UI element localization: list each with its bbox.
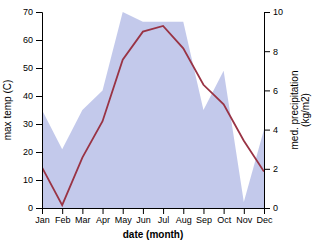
tick: 8 [264,47,278,57]
tick-mark [264,208,270,209]
tick-label: May [115,215,133,225]
tick-label: 70 [23,7,33,17]
y2-axis-title: med. precipitation(kg/m2) [289,71,312,150]
marks [42,12,264,208]
tick-mark [36,208,42,209]
tick-label: 4 [273,125,278,135]
chart-svg: JanFebMarAprMayJunJulAugSepOctNovDec0102… [0,0,318,244]
plot: JanFebMarAprMayJunJulAugSepOctNovDec0102… [23,7,283,225]
tick-mark [36,68,42,69]
tick-label: Dec [256,215,273,225]
tick-label: 10 [23,175,33,185]
tick-label: 0 [273,203,278,213]
axis-line [265,13,271,209]
tick-mark [264,12,270,13]
tick: Nov [236,208,253,225]
tick-mark [264,90,270,91]
tick-label: Mar [75,215,91,225]
tick: 2 [264,164,278,174]
tick: May [115,208,133,225]
tick-label: 20 [23,147,33,157]
y-axis: 0 10 20 30 40 50 60 70 [23,7,43,213]
tick-label: Jan [35,215,50,225]
tick-label: 60 [23,35,33,45]
tick: Oct [217,208,232,225]
tick: 10 [23,175,42,185]
y-axis-title: max temp (C) [2,80,13,141]
tick: Dec [256,208,273,225]
tick-mark [183,208,184,214]
tick-label: 50 [23,63,33,73]
tick: Aug [176,208,192,225]
tick-mark [264,130,270,131]
tick-mark [103,208,104,214]
x-axis: Jan Feb Mar Apr MayJun Jul Aug Sep Oct NovDec [35,208,273,225]
tick-mark [123,208,124,214]
tick: Jan [35,208,50,225]
tick: Mar [75,208,91,225]
tick: Apr [96,208,110,225]
tick: 6 [264,86,278,96]
tick: 60 [23,35,42,45]
tick: Feb [55,208,71,225]
tick-label: 40 [23,91,33,101]
tick-mark [163,208,164,214]
tick-label: Oct [217,215,232,225]
tick: Jun [136,208,151,225]
tick: Jul [158,208,170,225]
tick: 50 [23,63,42,73]
tick-label: 8 [273,47,278,57]
precip-area [42,12,264,208]
tick-label: Jul [158,215,170,225]
tick-mark [36,180,42,181]
tick: 10 [264,7,283,17]
tick-label: Sep [196,215,212,225]
chart-container: JanFebMarAprMayJunJulAugSepOctNovDec0102… [0,0,318,244]
tick-mark [264,169,270,170]
tick-mark [36,96,42,97]
tick-label: Jun [136,215,151,225]
tick: 4 [264,125,278,135]
tick-mark [143,208,144,214]
y2-axis: 0 2 4 6 8 10 [264,7,283,213]
tick-mark [224,208,225,214]
tick: 30 [23,119,42,129]
tick-mark [264,51,270,52]
axis-line [36,13,43,209]
tick-label: 10 [273,7,283,17]
tick: 40 [23,91,42,101]
tick-mark [82,208,83,214]
tick-mark [36,12,42,13]
tick-mark [203,208,204,214]
tick: 70 [23,7,42,17]
tick-mark [36,152,42,153]
tick: Sep [196,208,212,225]
tick-label: 2 [273,164,278,174]
tick-label: 0 [28,203,33,213]
temp-line [42,26,264,205]
x-axis-title: date (month) [123,229,184,240]
tick-label: 6 [273,86,278,96]
tick-mark [36,40,42,41]
axis-line [43,209,265,215]
tick-label: Feb [55,215,71,225]
tick-label: Nov [236,215,253,225]
tick-label: Apr [96,215,110,225]
tick-mark [36,124,42,125]
tick-label: 30 [23,119,33,129]
tick-mark [244,208,245,214]
tick-mark [62,208,63,214]
tick: 0 [264,203,278,213]
tick-label: Aug [176,215,192,225]
tick: 20 [23,147,42,157]
tick: 0 [28,203,42,213]
